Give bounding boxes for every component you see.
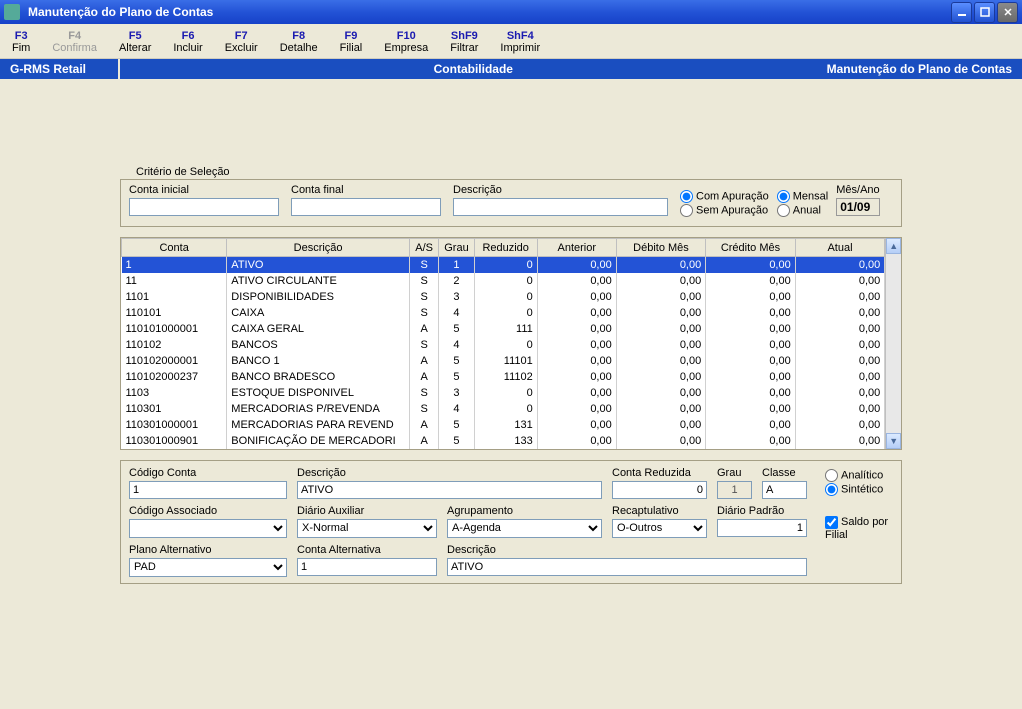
grau-input (717, 481, 752, 499)
toolbar-excluir[interactable]: F7Excluir (225, 30, 258, 54)
conta-final-input[interactable] (291, 198, 441, 216)
column-header[interactable]: Descrição (227, 239, 410, 257)
toolbar-detalhe[interactable]: F8Detalhe (280, 30, 318, 54)
diario-aux-label: Diário Auxiliar (297, 505, 437, 517)
criteria-fieldset: Critério de Seleção Conta inicial Conta … (120, 179, 902, 227)
mesano-value: 01/09 (836, 198, 879, 216)
table-row[interactable]: 1103ESTOQUE DISPONIVELS300,000,000,000,0… (122, 385, 885, 401)
function-key-toolbar: F3Fim F4Confirma F5Alterar F6Incluir F7Exclu… (0, 24, 1022, 59)
descricao2-label: Descrição (447, 544, 807, 556)
descricao-input[interactable] (453, 198, 668, 216)
codigo-conta-label: Código Conta (129, 467, 287, 479)
window-titlebar: Manutenção do Plano de Contas (0, 0, 1022, 24)
mensal-radio[interactable]: Mensal (777, 190, 828, 203)
diario-aux-select[interactable]: X-Normal (297, 519, 437, 538)
column-header[interactable]: Atual (795, 239, 885, 257)
scroll-down-icon[interactable]: ▼ (886, 433, 901, 449)
anual-radio[interactable]: Anual (777, 204, 828, 217)
table-row[interactable]: 110102000001BANCO 1A5111010,000,000,000,… (122, 353, 885, 369)
agrupamento-select[interactable]: A-Agenda (447, 519, 602, 538)
plano-alt-label: Plano Alternativo (129, 544, 287, 556)
classe-label: Classe (762, 467, 807, 479)
diario-padrao-label: Diário Padrão (717, 505, 807, 517)
table-row[interactable]: 110101CAIXAS400,000,000,000,00 (122, 305, 885, 321)
accounts-table-wrap: ContaDescriçãoA/SGrauReduzidoAnteriorDéb… (120, 237, 902, 450)
toolbar-empresa[interactable]: F10Empresa (384, 30, 428, 54)
descricao2-input[interactable] (447, 558, 807, 576)
sintetico-radio[interactable]: Sintético (825, 483, 893, 496)
detail-descricao-input[interactable] (297, 481, 602, 499)
grau-label: Grau (717, 467, 752, 479)
mesano-label: Mês/Ano (836, 184, 879, 196)
conta-alt-input[interactable] (297, 558, 437, 576)
recap-label: Recaptulativo (612, 505, 707, 517)
sem-apuracao-radio[interactable]: Sem Apuração (680, 204, 769, 217)
saldo-filial-checkbox[interactable]: Saldo por Filial (825, 516, 888, 541)
table-row[interactable]: 1101DISPONIBILIDADESS300,000,000,000,00 (122, 289, 885, 305)
toolbar-filtrar[interactable]: ShF9Filtrar (450, 30, 478, 54)
conta-reduzida-label: Conta Reduzida (612, 467, 707, 479)
table-row[interactable]: 110102BANCOSS400,000,000,000,00 (122, 337, 885, 353)
table-row[interactable]: 110301000901BONIFICAÇÃO DE MERCADORIA513… (122, 433, 885, 449)
module-right: Manutenção do Plano de Contas (827, 62, 1022, 76)
table-row[interactable]: 110301000001MERCADORIAS PARA REVENDA5131… (122, 417, 885, 433)
module-mid: Contabilidade (120, 62, 827, 76)
codigo-assoc-label: Código Associado (129, 505, 287, 517)
minimize-button[interactable] (951, 2, 972, 23)
descricao-label: Descrição (453, 184, 668, 196)
codigo-assoc-select[interactable] (129, 519, 287, 538)
column-header[interactable]: Conta (122, 239, 227, 257)
codigo-conta-input[interactable] (129, 481, 287, 499)
table-row[interactable]: 110101000001CAIXA GERALA51110,000,000,00… (122, 321, 885, 337)
scroll-up-icon[interactable]: ▲ (886, 238, 901, 254)
column-header[interactable]: A/S (409, 239, 438, 257)
plano-alt-select[interactable]: PAD (129, 558, 287, 577)
analitico-radio[interactable]: Analítico (825, 469, 893, 482)
toolbar-confirma: F4Confirma (52, 30, 97, 54)
table-row[interactable]: 11ATIVO CIRCULANTES200,000,000,000,00 (122, 273, 885, 289)
recap-select[interactable]: O-Outros (612, 519, 707, 538)
conta-final-label: Conta final (291, 184, 441, 196)
column-header[interactable]: Reduzido (474, 239, 537, 257)
column-header[interactable]: Anterior (537, 239, 616, 257)
table-row[interactable]: 1ATIVOS100,000,000,000,00 (122, 257, 885, 273)
column-header[interactable]: Crédito Mês (706, 239, 796, 257)
details-panel: Código Conta Descrição Conta Reduzida Gr… (120, 460, 902, 584)
agrupamento-label: Agrupamento (447, 505, 602, 517)
toolbar-fim[interactable]: F3Fim (12, 30, 30, 54)
toolbar-alterar[interactable]: F5Alterar (119, 30, 151, 54)
table-row[interactable]: 110301MERCADORIAS P/REVENDAS400,000,000,… (122, 401, 885, 417)
maximize-button[interactable] (974, 2, 995, 23)
window-title: Manutenção do Plano de Contas (24, 5, 949, 19)
column-header[interactable]: Débito Mês (616, 239, 706, 257)
module-left: G-RMS Retail (0, 59, 120, 79)
conta-alt-label: Conta Alternativa (297, 544, 437, 556)
classe-input[interactable] (762, 481, 807, 499)
accounts-table[interactable]: ContaDescriçãoA/SGrauReduzidoAnteriorDéb… (121, 238, 885, 449)
conta-inicial-input[interactable] (129, 198, 279, 216)
toolbar-filial[interactable]: F9Filial (340, 30, 363, 54)
module-bar: G-RMS Retail Contabilidade Manutenção do… (0, 59, 1022, 79)
toolbar-incluir[interactable]: F6Incluir (173, 30, 202, 54)
conta-inicial-label: Conta inicial (129, 184, 279, 196)
toolbar-imprimir[interactable]: ShF4Imprimir (500, 30, 540, 54)
com-apuracao-radio[interactable]: Com Apuração (680, 190, 769, 203)
app-icon (4, 4, 20, 20)
table-row[interactable]: 110102000237BANCO BRADESCOA5111020,000,0… (122, 369, 885, 385)
column-header[interactable]: Grau (439, 239, 474, 257)
conta-reduzida-input[interactable] (612, 481, 707, 499)
diario-padrao-input[interactable] (717, 519, 807, 537)
close-button[interactable] (997, 2, 1018, 23)
table-scrollbar[interactable]: ▲ ▼ (885, 238, 901, 449)
detail-descricao-label: Descrição (297, 467, 602, 479)
